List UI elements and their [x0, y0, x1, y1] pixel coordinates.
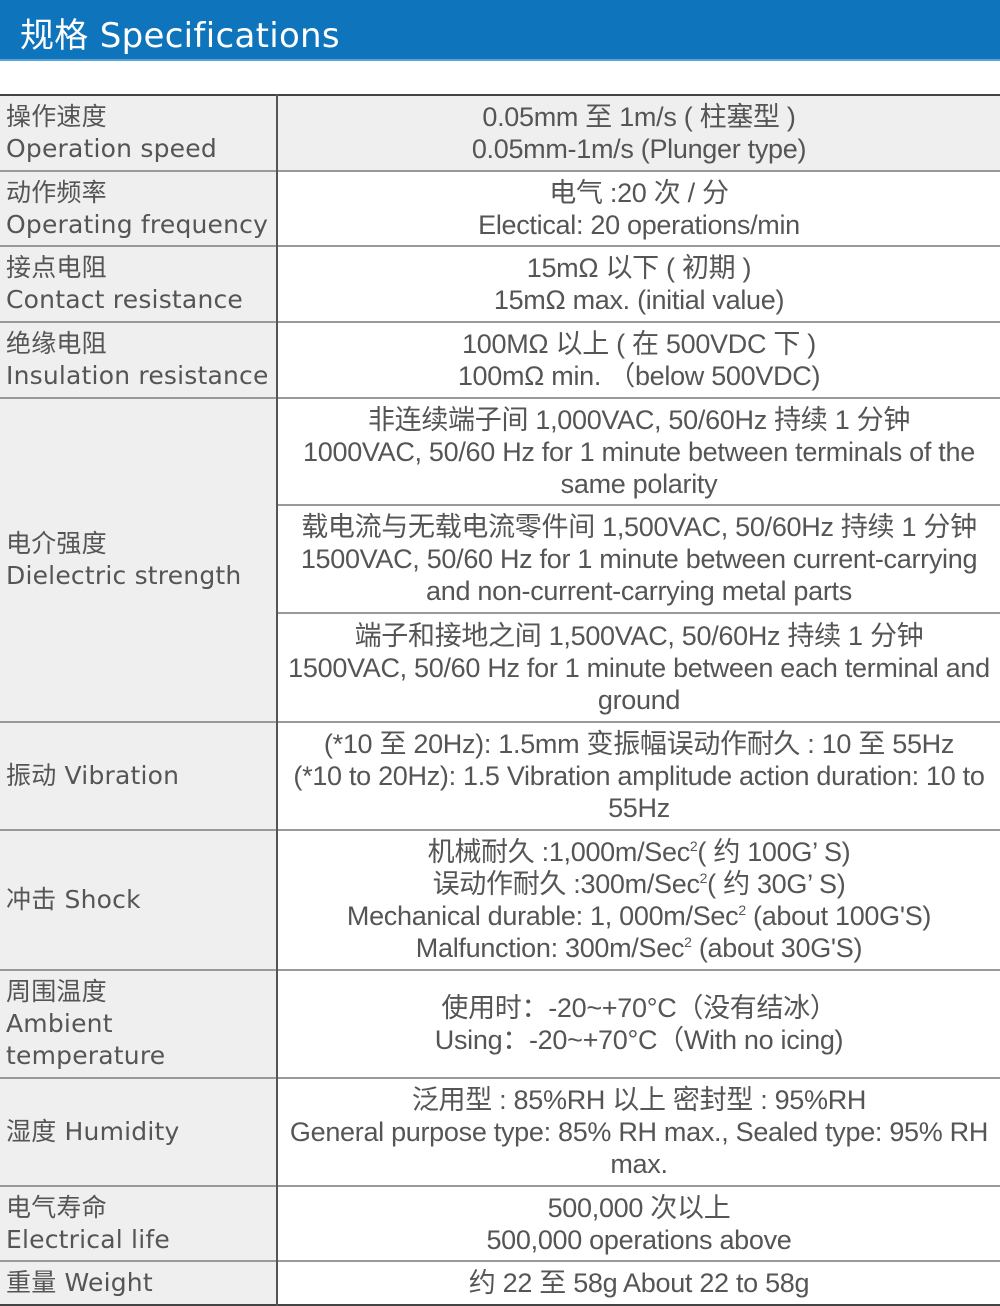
value-text: Mechanical durable: 1, 000m/Sec	[346, 901, 739, 931]
page-title: 规格 Specifications	[20, 16, 340, 56]
superscript: 2	[684, 934, 692, 950]
table-row: 绝缘电阻 Insulation resistance 100MΩ 以上 ( 在 5…	[0, 321, 1000, 398]
label: 冲击 Shock	[6, 885, 141, 914]
value-en: General purpose type: 85% RH max., Seale…	[289, 1117, 989, 1179]
label-cell: 周围温度 Ambient temperature	[0, 969, 278, 1078]
label: 振动 Vibration	[6, 761, 180, 790]
value-cell: (*10 至 20Hz): 1.5mm 变振幅误动作耐久 : 10 至 55Hz…	[277, 721, 1000, 830]
label-en: Electrical life	[6, 1224, 170, 1254]
value-cell: 机械耐久 :1,000m/Sec2( 约 100G’ S) 误动作耐久 :300…	[277, 829, 1000, 970]
value-zh: 非连续端子间 1,000VAC, 50/60Hz 持续 1 分钟	[367, 404, 911, 435]
table-row: 动作频率 Operating frequency 电气 :20 次 / 分 Elec…	[0, 170, 1000, 246]
value-cell: 非连续端子间 1,000VAC, 50/60Hz 持续 1 分钟 1000VAC,…	[277, 397, 1000, 505]
table-row: 湿度 Humidity 泛用型 : 85%RH 以上 密封型 : 95%RH Ge…	[0, 1077, 1000, 1186]
label-cell: 冲击 Shock	[0, 829, 278, 970]
value-cell: 电气 :20 次 / 分 Electical: 20 operations/min	[277, 170, 1000, 246]
label-en: Operation speed	[6, 134, 217, 163]
table-row: 电介强度 Dielectric strength 非连续端子间 1,000VAC,…	[0, 397, 1000, 722]
value-text: 误动作耐久 :300m/Sec	[432, 869, 700, 899]
value-text: ( 约 100G’ S)	[697, 837, 851, 867]
label-cell: 绝缘电阻 Insulation resistance	[0, 321, 278, 398]
value-line: Mechanical durable: 1, 000m/Sec2 (about …	[282, 900, 996, 932]
value-en: 1500VAC, 50/60 Hz for 1 minute between c…	[300, 544, 978, 606]
value-en: 15mΩ max. (initial value)	[493, 285, 785, 315]
table-row: 电气寿命 Electrical life 500,000 次以上 500,000 o…	[0, 1185, 1000, 1261]
value-line: 机械耐久 :1,000m/Sec2( 约 100G’ S)	[282, 836, 996, 868]
label-zh: 动作频率	[6, 177, 107, 207]
value-zh: 泛用型 : 85%RH 以上 密封型 : 95%RH	[411, 1085, 867, 1115]
value-text: (about 30G'S)	[691, 933, 863, 963]
value-zh: 500,000 次以上	[547, 1192, 731, 1223]
value-cell: 0.05mm 至 1m/s ( 柱塞型 ) 0.05mm-1m/s (Plunge…	[277, 95, 1000, 171]
label-cell: 湿度 Humidity	[0, 1077, 278, 1186]
label-zh: 操作速度	[6, 102, 107, 131]
label-cell: 电气寿命 Electrical life	[0, 1185, 278, 1261]
label-zh: 绝缘电阻	[6, 329, 107, 358]
label-zh: 电介强度	[6, 529, 107, 558]
label-cell: 动作频率 Operating frequency	[0, 170, 278, 246]
value-zh: 15mΩ 以下 ( 初期 )	[526, 253, 752, 283]
value-en: 500,000 operations above	[486, 1224, 792, 1255]
value-en: 0.05mm-1m/s (Plunger type)	[471, 134, 807, 164]
value-zh: 端子和接地之间 1,500VAC, 50/60Hz 持续 1 分钟	[354, 620, 924, 651]
value-text: (about 100G'S)	[745, 901, 932, 931]
value-cell: 载电流与无载电流零件间 1,500VAC, 50/60Hz 持续 1 分钟 150…	[277, 504, 1000, 613]
value-cell: 约 22 至 58g About 22 to 58g	[277, 1260, 1000, 1305]
value-cell: 500,000 次以上 500,000 operations above	[277, 1185, 1000, 1261]
superscript: 2	[689, 838, 698, 854]
label: 重量 Weight	[6, 1268, 153, 1297]
value-en: (*10 to 20Hz): 1.5 Vibration amplitude a…	[293, 761, 985, 823]
value-cell: 使用时：-20~+70°C（没有结冰） Using：-20~+70°C（With …	[277, 969, 1000, 1078]
value-en: 100mΩ min. （below 500VDC)	[457, 361, 821, 391]
value-zh: 电气 :20 次 / 分	[549, 177, 729, 208]
table-row: 冲击 Shock 机械耐久 :1,000m/Sec2( 约 100G’ S) 误…	[0, 829, 1000, 970]
value-text: 机械耐久 :1,000m/Sec	[427, 837, 691, 867]
value-zh: (*10 至 20Hz): 1.5mm 变振幅误动作耐久 : 10 至 55Hz	[323, 729, 955, 759]
spec-table: 操作速度 Operation speed 0.05mm 至 1m/s ( 柱塞型 …	[0, 94, 1000, 1306]
table-row: 重量 Weight 约 22 至 58g About 22 to 58g	[0, 1260, 1000, 1305]
value-en: 1500VAC, 50/60 Hz for 1 minute between e…	[288, 652, 990, 715]
label-en: Dielectric strength	[6, 561, 242, 590]
label-en: Contact resistance	[6, 285, 244, 314]
value-line: 误动作耐久 :300m/Sec2( 约 30G’ S)	[282, 868, 996, 900]
label-zh: 接点电阻	[6, 253, 107, 282]
value-text: Malfunction: 300m/Sec	[415, 933, 685, 963]
label-cell: 电介强度 Dielectric strength	[0, 397, 278, 722]
value-en: Electical: 20 operations/min	[478, 209, 800, 240]
value-zh: 100MΩ 以上 ( 在 500VDC 下 )	[462, 329, 816, 359]
value-en: Using：-20~+70°C（With no icing)	[434, 1025, 844, 1055]
value-line: Malfunction: 300m/Sec2 (about 30G'S)	[282, 932, 996, 964]
label-en: Operating frequency	[6, 209, 269, 239]
label-zh: 电气寿命	[6, 1192, 107, 1222]
table-row: 接点电阻 Contact resistance 15mΩ 以下 ( 初期 ) 15m…	[0, 245, 1000, 322]
label-en: Insulation resistance	[6, 361, 269, 390]
table-row: 周围温度 Ambient temperature 使用时：-20~+70°C（没有…	[0, 969, 1000, 1078]
label-cell: 接点电阻 Contact resistance	[0, 245, 278, 322]
label-cell: 振动 Vibration	[0, 721, 278, 830]
value-text: ( 约 30G’ S)	[707, 869, 846, 899]
value-en: 1000VAC, 50/60 Hz for 1 minute between t…	[303, 436, 975, 499]
label-en: Ambient temperature	[6, 1009, 166, 1070]
value-zh: 0.05mm 至 1m/s ( 柱塞型 )	[482, 102, 796, 132]
superscript: 2	[699, 870, 708, 886]
value-cell: 泛用型 : 85%RH 以上 密封型 : 95%RH General purpos…	[277, 1077, 1000, 1186]
label: 湿度 Humidity	[6, 1117, 180, 1146]
value-cell: 端子和接地之间 1,500VAC, 50/60Hz 持续 1 分钟 1500VAC…	[277, 612, 1000, 722]
label-zh: 周围温度	[6, 977, 107, 1006]
table-row: 端子和接地之间 1,500VAC, 50/60Hz 持续 1 分钟 1500VAC…	[0, 612, 1000, 722]
table-row: 振动 Vibration (*10 至 20Hz): 1.5mm 变振幅误动作耐…	[0, 721, 1000, 830]
header-bar: 规格 Specifications	[0, 0, 1000, 61]
table-row: 载电流与无载电流零件间 1,500VAC, 50/60Hz 持续 1 分钟 150…	[0, 504, 1000, 613]
label-cell: 重量 Weight	[0, 1260, 278, 1305]
value-cell: 15mΩ 以下 ( 初期 ) 15mΩ max. (initial value)	[277, 245, 1000, 322]
value-cell: 100MΩ 以上 ( 在 500VDC 下 ) 100mΩ min. （below…	[277, 321, 1000, 398]
table-row: 操作速度 Operation speed 0.05mm 至 1m/s ( 柱塞型 …	[0, 95, 1000, 171]
superscript: 2	[738, 902, 746, 918]
value-zh: 载电流与无载电流零件间 1,500VAC, 50/60Hz 持续 1 分钟	[301, 512, 977, 542]
label-cell: 操作速度 Operation speed	[0, 95, 278, 171]
value-zh: 使用时：-20~+70°C（没有结冰）	[441, 993, 837, 1023]
value: 约 22 至 58g About 22 to 58g	[468, 1268, 810, 1298]
